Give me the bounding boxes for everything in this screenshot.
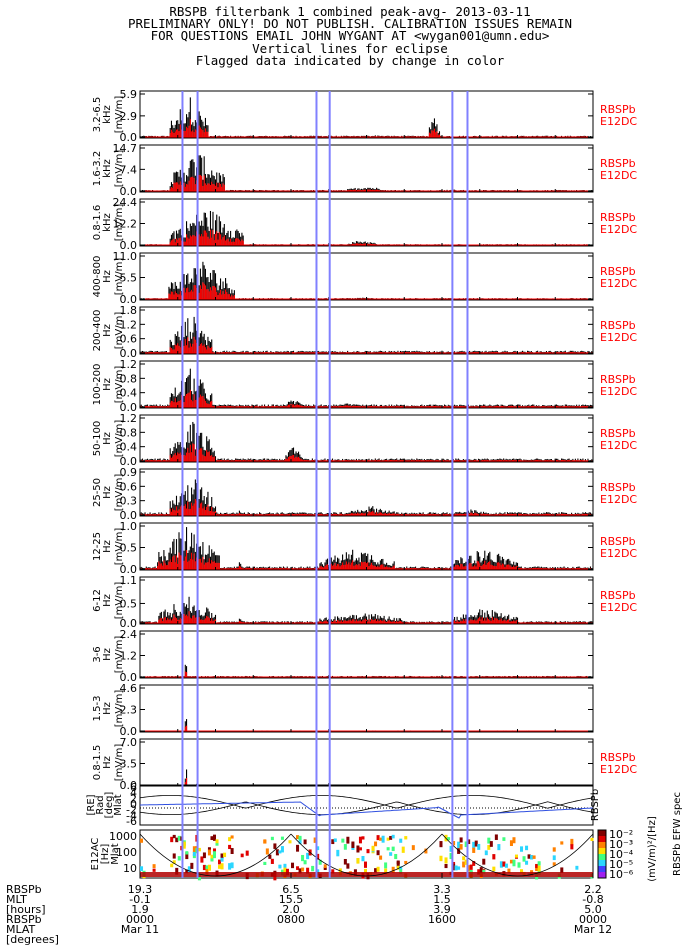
- y-tick-label: 1.2: [120, 318, 138, 331]
- y-axis-label: 1.6-3.2 kHz [mV/m]: [92, 150, 125, 188]
- y-tick-label: 2.9: [120, 110, 138, 123]
- side-label: E12DC: [600, 115, 637, 128]
- ylabel-units: [mV/m]: [114, 474, 125, 512]
- side-label: RBSPb: [600, 319, 636, 332]
- y-tick-label: 0.6: [120, 480, 138, 493]
- y-tick-label: 1.2: [120, 412, 138, 425]
- y-tick-label: 0.0: [120, 239, 138, 252]
- y-tick-label: 1.2: [120, 358, 138, 371]
- band-label: 1.6-3.2: [92, 151, 103, 186]
- y-tick-label: 0.0: [120, 455, 138, 468]
- ylabel-units: [mV/m]: [114, 258, 125, 296]
- unit-label: kHz: [102, 105, 113, 124]
- unit-label: Hz: [102, 324, 113, 337]
- title-block: RBSPB filterbank 1 combined peak-avg- 20…: [0, 4, 700, 68]
- band-label: 200-400: [92, 310, 103, 352]
- side-label: RBSPb: [600, 265, 636, 278]
- y-tick-label: 12.2: [113, 218, 138, 231]
- y-tick-label: 0.0: [120, 347, 138, 360]
- side-label: RBSPb: [600, 481, 636, 494]
- side-label: E12DC: [600, 223, 637, 236]
- side-label: RBSPb: [600, 427, 636, 440]
- side-label: E12DC: [600, 331, 637, 344]
- y-tick-label: 0.0: [120, 185, 138, 198]
- side-label: E12DC: [600, 439, 637, 452]
- ylabel-units: [mV/m]: [114, 150, 125, 188]
- band-label: 25-50: [92, 478, 103, 507]
- side-label: RBSPb: [600, 103, 636, 116]
- side-label: RBSPb: [600, 373, 636, 386]
- y-tick-label: 0.9: [120, 466, 138, 479]
- unit-label: Hz: [102, 378, 113, 391]
- side-label: RBSPb: [600, 157, 636, 170]
- side-label: E12DC: [600, 169, 637, 182]
- ylabel-units: [mV/m]: [114, 366, 125, 404]
- y-axis-label: 100-200 Hz [mV/m]: [92, 364, 125, 406]
- y-axis-label: 400-800 Hz [mV/m]: [92, 256, 125, 298]
- y-tick-label: 24.4: [113, 196, 138, 209]
- title-line-4: Vertical lines for eclipse: [252, 40, 448, 56]
- y-tick-label: 0.6: [120, 333, 138, 346]
- y-tick-label: 1.8: [120, 304, 138, 317]
- ylabel-units: [mV/m]: [114, 96, 125, 134]
- y-tick-label: 0.0: [120, 131, 138, 144]
- y-tick-label: 11.0: [113, 250, 138, 263]
- y-axis-label: 3.2-6.5 kHz [mV/m]: [92, 96, 125, 134]
- y-axis-label: 200-400 Hz [mV/m]: [92, 310, 125, 352]
- unit-label: kHz: [102, 159, 113, 178]
- y-tick-label: 0.0: [120, 401, 138, 414]
- title-line-5: Flagged data indicated by change in colo…: [195, 52, 505, 68]
- y-axis-label: 50-100 Hz [mV/m]: [92, 420, 125, 458]
- y-tick-label: 5.5: [120, 272, 138, 285]
- unit-label: Hz: [102, 270, 113, 283]
- y-tick-label: 5.9: [120, 88, 138, 101]
- y-tick-label: 14.7: [113, 142, 138, 155]
- band-label: 400-800: [92, 256, 103, 298]
- y-tick-label: 0.8: [120, 426, 138, 439]
- side-label: E12DC: [600, 277, 637, 290]
- y-tick-label: 0.0: [120, 293, 138, 306]
- ylabel-units: [mV/m]: [114, 420, 125, 458]
- band-label: 100-200: [92, 364, 103, 406]
- y-tick-label: 0.4: [120, 387, 138, 400]
- side-label: RBSPb: [600, 211, 636, 224]
- y-tick-label: 0.3: [120, 495, 138, 508]
- ylabel-units: [mV/m]: [114, 312, 125, 350]
- side-label: E12DC: [600, 385, 637, 398]
- y-tick-label: 0.4: [120, 441, 138, 454]
- y-tick-label: 0.8: [120, 372, 138, 385]
- unit-label: kHz: [102, 213, 113, 232]
- title-line-2: PRELIMINARY ONLY! DO NOT PUBLISH. CALIBR…: [127, 16, 572, 32]
- band-label: 0.8-1.6: [92, 205, 103, 240]
- title-line-1: RBSPB filterbank 1 combined peak-avg- 20…: [169, 4, 531, 19]
- side-label: E12DC: [600, 493, 637, 506]
- y-axis-label: 25-50 Hz [mV/m]: [92, 474, 125, 512]
- band-label: 50-100: [92, 421, 103, 456]
- title-line-3: FOR QUESTIONS EMAIL JOHN WYGANT AT <wyga…: [150, 28, 550, 44]
- unit-label: Hz: [102, 486, 113, 499]
- unit-label: Hz: [102, 432, 113, 445]
- band-label: 3.2-6.5: [92, 97, 103, 132]
- ylabel-units: [mV/m]: [114, 204, 125, 242]
- y-axis-label: 0.8-1.6 kHz [mV/m]: [92, 204, 125, 242]
- y-tick-label: 7.4: [120, 163, 138, 176]
- y-tick-label: 0.0: [120, 509, 138, 522]
